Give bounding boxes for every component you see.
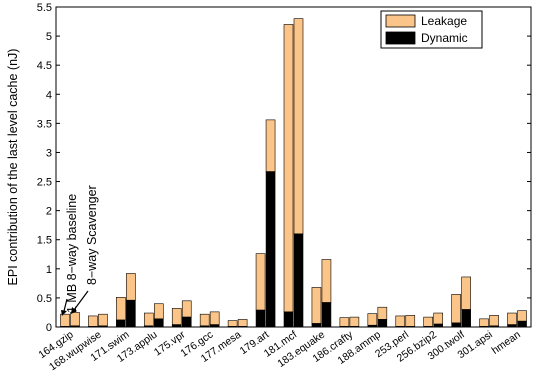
bar-leakage	[70, 312, 80, 327]
bar-leakage	[405, 315, 416, 327]
bar-dynamic	[283, 311, 294, 328]
bar-leakage	[209, 311, 220, 325]
bar-leakage	[423, 316, 434, 327]
legend: Leakage Dynamic	[380, 10, 483, 49]
bar-dynamic	[377, 319, 388, 328]
y-tick-label: 2.5	[37, 177, 52, 189]
bar-leakage	[88, 315, 98, 327]
arrow-baseline-head	[61, 310, 67, 316]
bar-dynamic	[311, 323, 322, 328]
bar-leakage	[507, 312, 517, 325]
bar-leakage	[126, 273, 136, 301]
y-tick-label: 3.5	[37, 118, 52, 130]
y-axis-label: EPI contribution of the last level cache…	[6, 49, 20, 286]
bar-dynamic	[181, 316, 192, 328]
y-tick-label: 4.5	[37, 60, 52, 72]
bar-dynamic	[153, 318, 164, 328]
y-tick-label: 1	[46, 264, 52, 276]
bar-dynamic	[451, 322, 461, 328]
x-tick-label: hmean	[490, 329, 523, 357]
y-tick-label: 3	[46, 147, 52, 159]
bars	[60, 18, 527, 328]
bar-leakage	[395, 315, 406, 327]
y-axis-ticks: 0 0.5 1 1.5 2 2.5 3 3.5 4 4.5 5 5.5	[37, 2, 531, 334]
bar-leakage	[433, 312, 444, 325]
bar-leakage	[199, 313, 210, 327]
bar-dynamic	[461, 309, 471, 328]
bar-leakage	[181, 300, 192, 318]
bar-leakage	[171, 308, 182, 325]
bar-leakage	[517, 310, 527, 322]
bar-leakage	[451, 294, 461, 324]
bar-dynamic	[265, 171, 276, 328]
annotation-baseline: 1 MB 8−way baseline	[65, 194, 79, 313]
legend-swatch-leakage	[385, 14, 416, 28]
bar-leakage	[237, 319, 248, 327]
bar-dynamic	[321, 302, 332, 328]
arrow-scavenger-head	[71, 307, 77, 314]
plot-area-frame	[55, 6, 532, 328]
bar-leakage	[98, 313, 108, 327]
bar-dynamic	[126, 299, 136, 328]
y-tick-label: 0.5	[37, 293, 52, 305]
bar-dynamic	[255, 309, 266, 328]
bar-leakage	[283, 24, 294, 313]
bar-dynamic	[116, 319, 126, 328]
legend-swatch-dynamic	[385, 31, 416, 45]
bar-leakage	[227, 320, 238, 327]
y-tick-label: 1.5	[37, 235, 52, 247]
legend-label-leakage: Leakage	[421, 14, 467, 28]
bar-dynamic	[293, 233, 304, 328]
bar-leakage	[349, 316, 360, 327]
bar-leakage	[265, 119, 276, 172]
bar-leakage	[60, 313, 70, 327]
x-axis-tick-labels: 164.gzip168.wupwise171.swim173.applu175.…	[36, 328, 523, 373]
legend-label-dynamic: Dynamic	[421, 31, 468, 45]
bar-leakage	[311, 287, 322, 324]
y-tick-label: 0	[46, 322, 52, 334]
bar-leakage	[489, 315, 499, 327]
arrow-baseline-shaft	[63, 298, 68, 312]
bar-annotations: 1 MB 8−way baseline 8−way Scavenger	[61, 185, 99, 316]
y-tick-label: 4	[46, 89, 52, 101]
bar-leakage	[367, 313, 378, 326]
bar-leakage	[293, 18, 304, 235]
y-tick-label: 5.5	[37, 2, 52, 14]
bar-leakage	[153, 303, 164, 320]
bar-dynamic	[517, 320, 527, 328]
bar-leakage	[479, 318, 489, 327]
bar-leakage	[255, 253, 266, 311]
y-tick-label: 2	[46, 206, 52, 218]
bar-leakage	[377, 306, 388, 320]
bar-leakage	[461, 276, 471, 310]
bar-leakage	[321, 259, 332, 303]
y-tick-label: 5	[46, 31, 52, 43]
annotation-scavenger: 8−way Scavenger	[85, 185, 99, 285]
arrow-scavenger-shaft	[73, 290, 89, 311]
bar-leakage	[339, 317, 350, 327]
bar-leakage	[143, 312, 154, 327]
bar-leakage	[116, 297, 126, 321]
